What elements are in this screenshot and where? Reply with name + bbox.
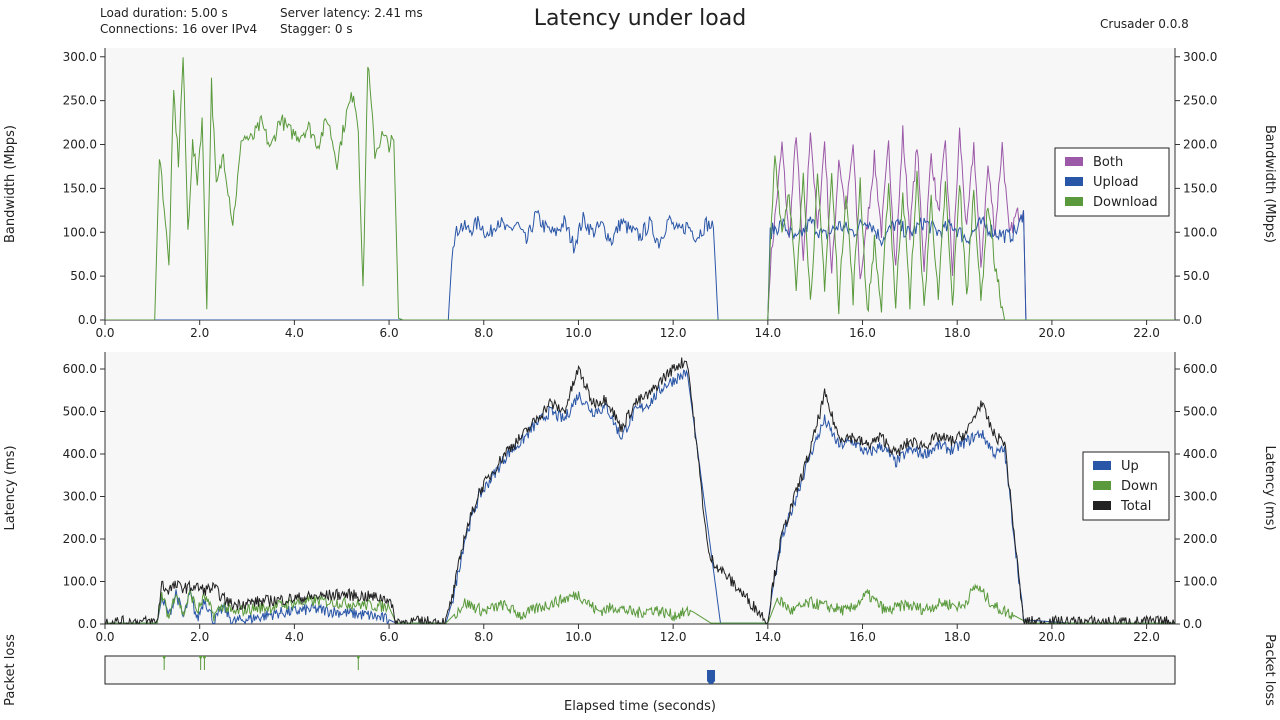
- y-tick-label: 400.0: [1183, 447, 1217, 461]
- x-tick-label: 16.0: [849, 326, 876, 340]
- series-line-down: [105, 583, 1175, 624]
- y-tick-label: 300.0: [63, 490, 97, 504]
- packet-loss-marker-up: [707, 670, 716, 684]
- y-tick-label: 200.0: [63, 532, 97, 546]
- y-tick-label: 50.0: [70, 269, 97, 283]
- x-tick-label: 12.0: [660, 326, 687, 340]
- x-tick-label: 10.0: [565, 630, 592, 644]
- plot-area: [105, 48, 1175, 320]
- packet-loss-marker-down: [198, 656, 203, 670]
- x-axis-label: Elapsed time (seconds): [564, 699, 716, 714]
- x-tick-label: 18.0: [944, 630, 971, 644]
- x-tick-label: 4.0: [285, 630, 304, 644]
- y-tick-label: 500.0: [63, 405, 97, 419]
- y-tick-label: 300.0: [63, 50, 97, 64]
- packet-loss-marker-down: [202, 656, 207, 670]
- y-axis-title-left: Latency (ms): [3, 445, 18, 530]
- legend-label-total: Total: [1120, 499, 1151, 514]
- y-tick-label: 0.0: [78, 617, 97, 631]
- x-tick-label: 2.0: [190, 326, 209, 340]
- y-tick-label: 200.0: [1183, 532, 1217, 546]
- packet-loss-strip: [104, 655, 1176, 685]
- legend-label-down: Down: [1121, 479, 1158, 494]
- x-tick-label: 4.0: [285, 326, 304, 340]
- x-tick-label: 20.0: [1039, 630, 1066, 644]
- series-line-download: [105, 57, 1175, 320]
- packet-loss-marker-down: [356, 656, 361, 670]
- y-tick-label: 250.0: [63, 94, 97, 108]
- y-tick-label: 0.0: [78, 313, 97, 327]
- x-tick-label: 18.0: [944, 326, 971, 340]
- legend-swatch-upload: [1065, 177, 1083, 186]
- packet-loss-title-right: Packet loss: [1262, 634, 1277, 706]
- y-tick-label: 50.0: [1183, 269, 1210, 283]
- legend-swatch-both: [1065, 157, 1083, 166]
- x-tick-label: 22.0: [1133, 326, 1160, 340]
- legend-swatch-up: [1093, 461, 1111, 470]
- x-tick-label: 22.0: [1133, 630, 1160, 644]
- y-tick-label: 300.0: [1183, 490, 1217, 504]
- series-line-both: [105, 125, 1175, 320]
- y-axis-title-right: Bandwidth (Mbps): [1262, 125, 1277, 243]
- legend-swatch-down: [1093, 481, 1111, 490]
- y-tick-label: 150.0: [1183, 181, 1217, 195]
- y-tick-label: 100.0: [1183, 575, 1217, 589]
- y-tick-label: 600.0: [63, 362, 97, 376]
- legend-label-upload: Upload: [1093, 175, 1139, 190]
- y-tick-label: 200.0: [63, 138, 97, 152]
- server-latency-label: Server latency: 2.41 ms: [280, 6, 423, 20]
- plot-area: [105, 352, 1175, 624]
- stagger-label: Stagger: 0 s: [280, 22, 353, 36]
- x-tick-label: 8.0: [474, 326, 493, 340]
- y-tick-label: 400.0: [63, 447, 97, 461]
- series-line-total: [105, 357, 1175, 624]
- y-tick-label: 250.0: [1183, 94, 1217, 108]
- legend: Both Upload Download: [1054, 147, 1170, 217]
- x-tick-label: 2.0: [190, 630, 209, 644]
- x-tick-label: 8.0: [474, 630, 493, 644]
- y-tick-label: 100.0: [1183, 225, 1217, 239]
- chart-title: Latency under load: [533, 6, 747, 31]
- x-tick-label: 6.0: [380, 326, 399, 340]
- packet-loss-marker-down: [162, 656, 167, 670]
- y-axis-title-left: Bandwidth (Mbps): [3, 125, 18, 243]
- y-tick-label: 100.0: [63, 575, 97, 589]
- legend-label-up: Up: [1121, 459, 1139, 474]
- x-tick-label: 0.0: [95, 326, 114, 340]
- legend-swatch-total: [1093, 501, 1111, 510]
- legend-label-download: Download: [1093, 195, 1158, 210]
- y-tick-label: 300.0: [1183, 50, 1217, 64]
- y-tick-label: 0.0: [1183, 313, 1202, 327]
- x-tick-label: 10.0: [565, 326, 592, 340]
- load-duration-label: Load duration: 5.00 s: [100, 6, 228, 20]
- y-tick-label: 500.0: [1183, 405, 1217, 419]
- y-tick-label: 100.0: [63, 225, 97, 239]
- y-tick-label: 0.0: [1183, 617, 1202, 631]
- connections-label: Connections: 16 over IPv4: [100, 22, 258, 36]
- packet-loss-panel: Packet loss Packet loss: [3, 634, 1277, 706]
- version-label: Crusader 0.0.8: [1100, 17, 1189, 31]
- legend-swatch-download: [1065, 197, 1083, 206]
- legend: Up Down Total: [1082, 451, 1170, 521]
- y-tick-label: 200.0: [1183, 138, 1217, 152]
- packet-loss-title-left: Packet loss: [3, 634, 18, 706]
- x-tick-label: 0.0: [95, 630, 114, 644]
- x-tick-label: 12.0: [660, 630, 687, 644]
- y-tick-label: 150.0: [63, 181, 97, 195]
- x-tick-label: 20.0: [1039, 326, 1066, 340]
- series-line-up: [105, 369, 1175, 624]
- y-tick-label: 600.0: [1183, 362, 1217, 376]
- y-axis-title-right: Latency (ms): [1262, 445, 1277, 530]
- x-tick-label: 16.0: [849, 630, 876, 644]
- x-tick-label: 6.0: [380, 630, 399, 644]
- legend-label-both: Both: [1093, 155, 1123, 170]
- x-tick-label: 14.0: [754, 326, 781, 340]
- x-tick-label: 14.0: [754, 630, 781, 644]
- series-line-upload: [105, 209, 1175, 320]
